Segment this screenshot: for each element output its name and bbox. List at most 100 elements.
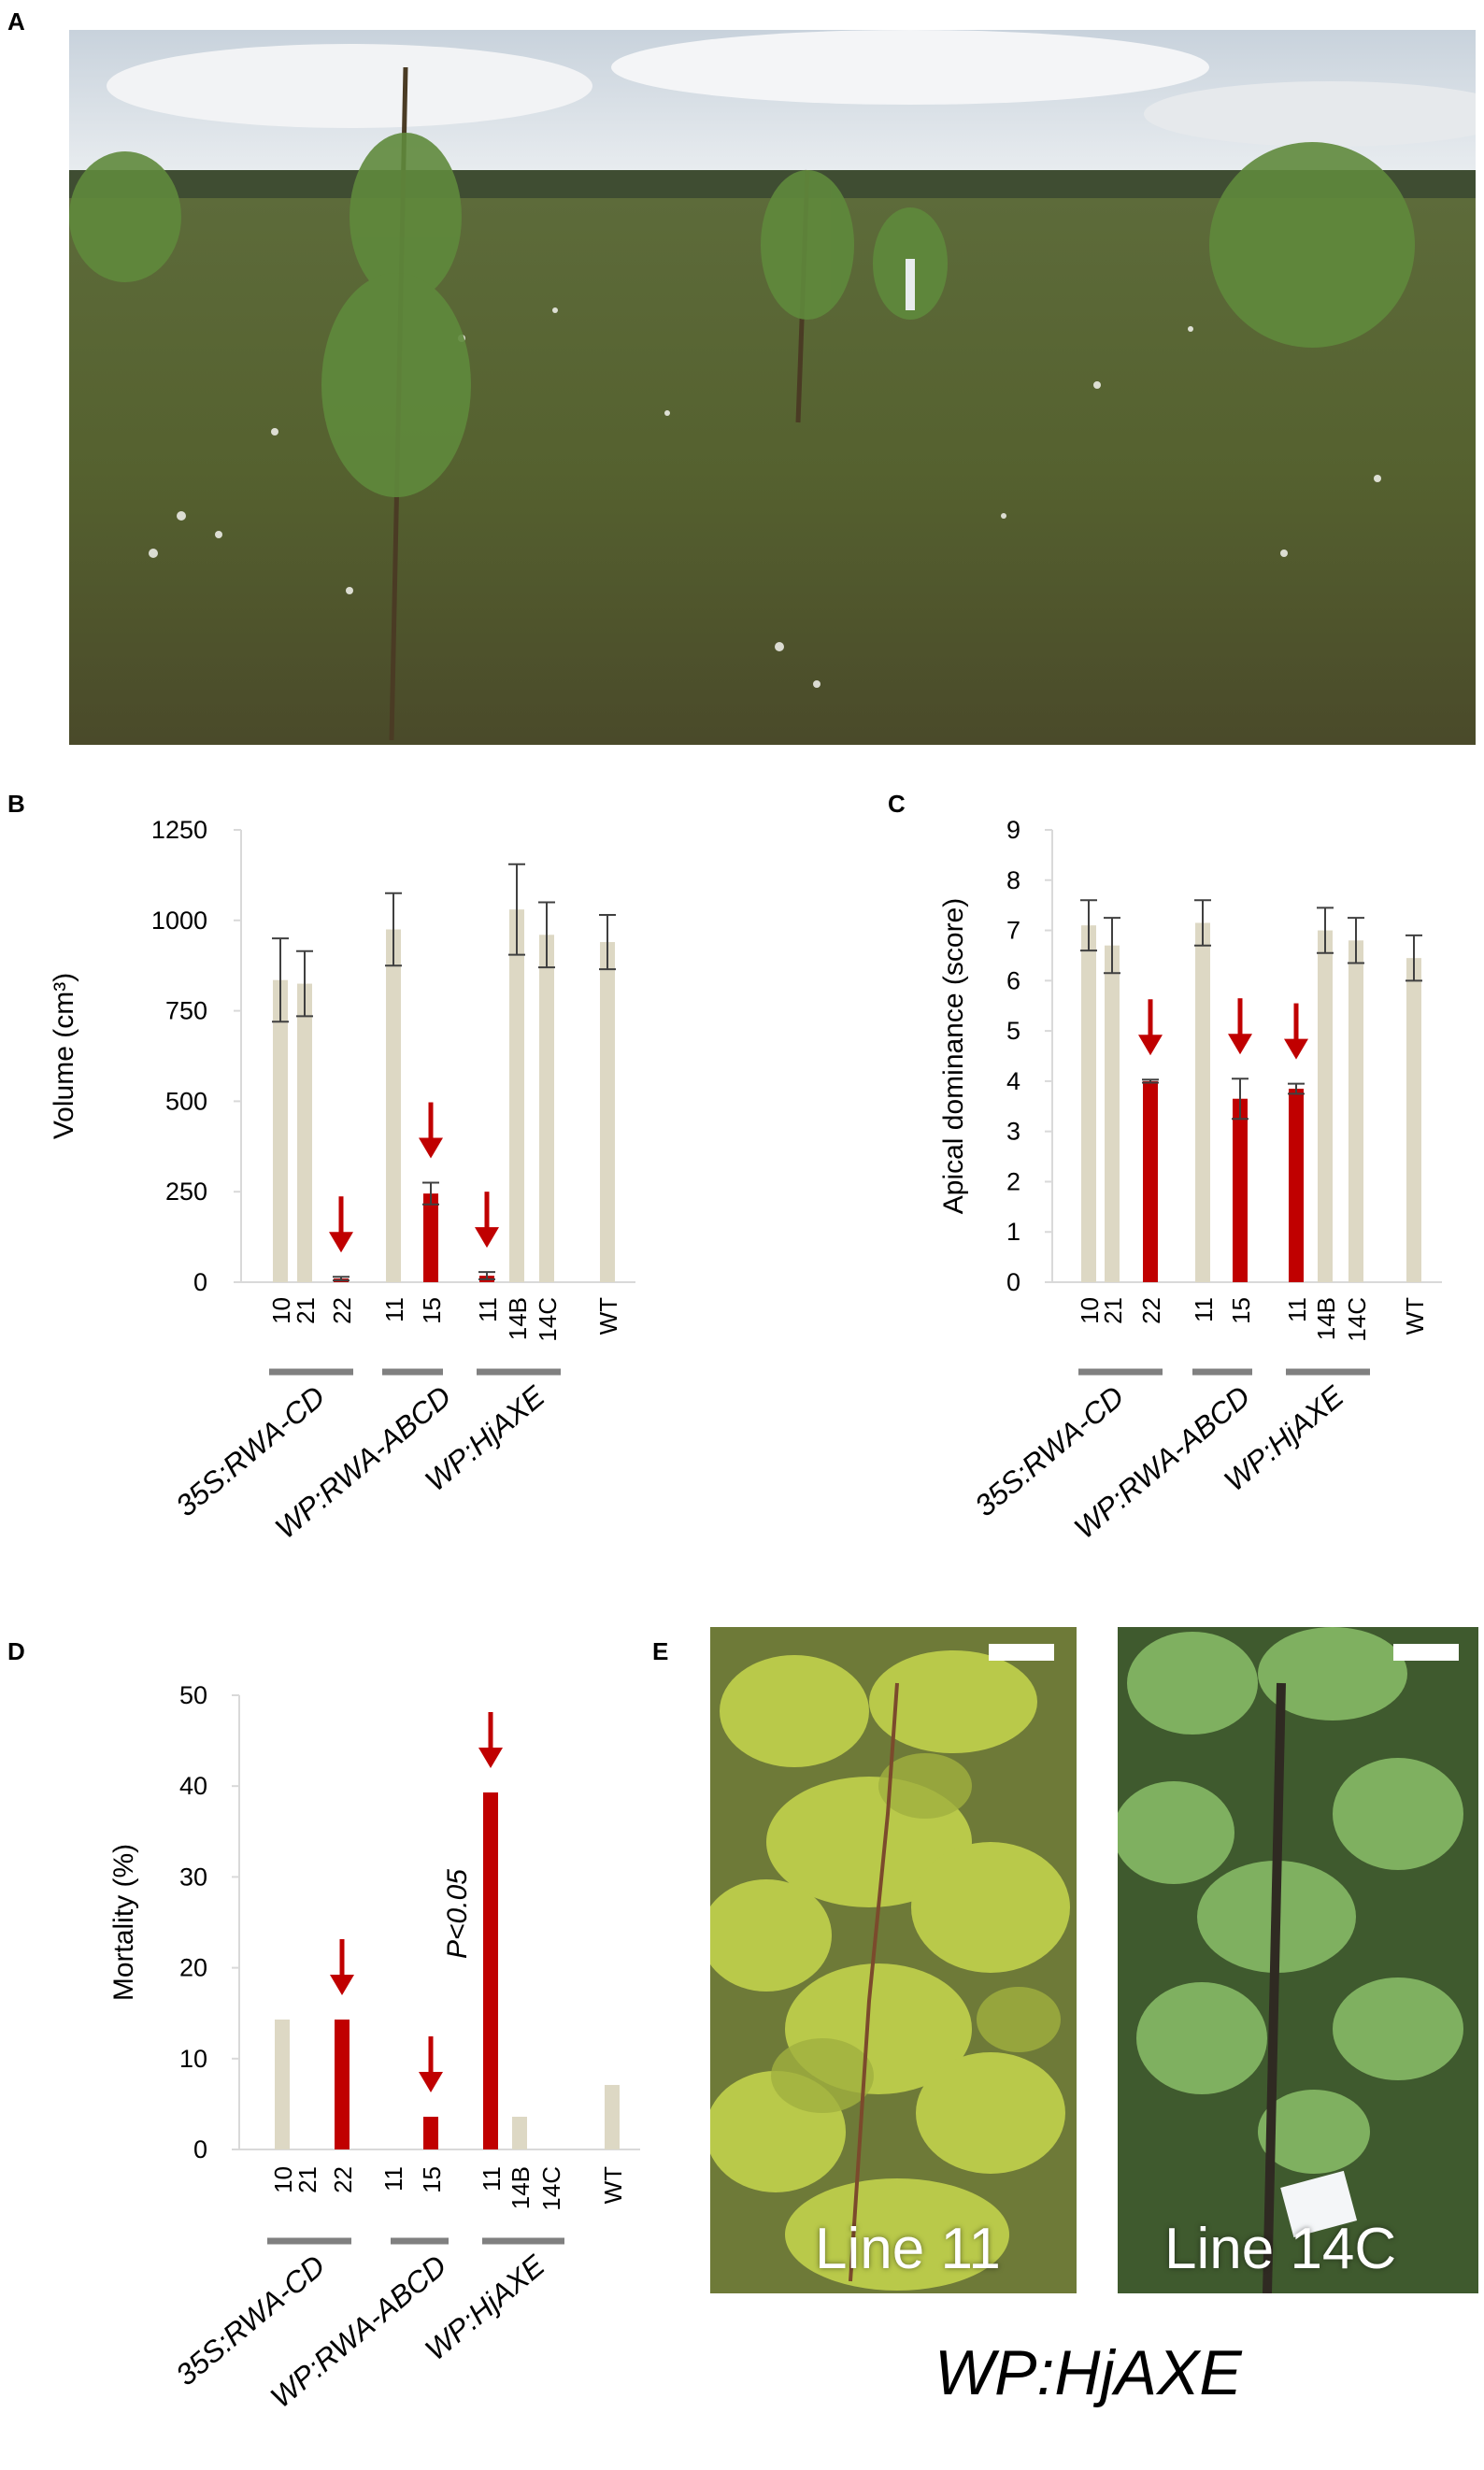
- red-arrow-head: [419, 2072, 443, 2093]
- bar-d-10: [275, 2020, 290, 2149]
- red-arrow-icon: [475, 1192, 499, 1249]
- y-tick-label-c: 5: [1006, 1017, 1020, 1045]
- line-14c-photo: Line 14C: [1118, 1627, 1478, 2293]
- x-tick-label-c-15: 15: [1227, 1297, 1255, 1324]
- line-14c-leaves: [1118, 1627, 1478, 2293]
- bar-b-10: [273, 979, 288, 1282]
- line-14c-label: Line 14C: [1164, 2217, 1397, 2281]
- x-tick-label-c-14B: 14B: [1312, 1297, 1340, 1340]
- y-axis-title-d: Mortality (%): [108, 1844, 139, 2001]
- y-tick-label-c: 2: [1006, 1167, 1020, 1195]
- bar-c-14B: [1318, 930, 1333, 1282]
- line-11-label: Line 11: [815, 2217, 1001, 2281]
- x-tick-label-d-WT: WT: [599, 2166, 627, 2205]
- bar-d-15: [423, 2117, 438, 2149]
- x-tick-label-b-14B: 14B: [504, 1297, 532, 1340]
- bar-c-21: [1105, 945, 1120, 1282]
- bar-b-14C: [539, 935, 554, 1282]
- bar-b-WT: [600, 942, 615, 1282]
- red-arrow-icon: [419, 1102, 443, 1159]
- y-tick-label-c: 3: [1006, 1118, 1020, 1146]
- bar-d-WT: [605, 2084, 620, 2149]
- red-arrow-icon: [419, 2036, 443, 2093]
- panel-b-letter: B: [7, 790, 25, 818]
- x-tick-label-d-11: 11: [478, 2166, 506, 2192]
- y-tick-label-d: 10: [179, 2045, 207, 2073]
- bar-c-10: [1081, 925, 1096, 1282]
- bar-b-15: [423, 1193, 438, 1282]
- significance-annotation: P<0.05: [442, 1869, 473, 1959]
- bar-c-WT: [1406, 958, 1421, 1282]
- x-tick-label-d-11: 11: [379, 2166, 407, 2192]
- x-tick-label-b-WT: WT: [594, 1297, 622, 1335]
- y-tick-label-b: 0: [193, 1268, 207, 1296]
- bar-b-21: [297, 983, 312, 1282]
- x-tick-label-b-10: 10: [267, 1297, 295, 1324]
- y-axis-title-c: Apical dominance (score): [938, 898, 969, 1214]
- bar-c-11: [1289, 1088, 1304, 1282]
- x-tick-label-d-22: 22: [329, 2166, 357, 2193]
- bar-c-22: [1143, 1080, 1158, 1282]
- x-tick-label-d-14C: 14C: [537, 2166, 565, 2211]
- y-tick-label-c: 1: [1006, 1218, 1020, 1246]
- y-tick-label-d: 30: [179, 1863, 207, 1891]
- x-tick-label-c-WT: WT: [1401, 1297, 1429, 1335]
- x-tick-label-b-14C: 14C: [534, 1297, 562, 1342]
- red-arrow-icon: [1138, 999, 1163, 1056]
- x-tick-label-b-11: 11: [380, 1297, 408, 1322]
- x-tick-label-d-21: 21: [293, 2166, 321, 2193]
- scale-bar-right: [1393, 1644, 1459, 1661]
- red-arrow-icon: [1228, 998, 1252, 1055]
- x-tick-label-c-10: 10: [1076, 1297, 1104, 1324]
- x-tick-label-b-21: 21: [292, 1297, 320, 1324]
- y-tick-label-b: 750: [165, 997, 207, 1025]
- x-tick-label-d-14B: 14B: [507, 2166, 535, 2209]
- panel-e-letter: E: [652, 1637, 669, 1665]
- bar-b-14B: [509, 909, 524, 1282]
- bar-b-11: [386, 929, 401, 1282]
- line-11-leaves: [710, 1627, 1077, 2293]
- y-tick-label-c: 0: [1006, 1268, 1020, 1296]
- red-arrow-icon: [329, 1196, 353, 1253]
- red-arrow-head: [330, 1975, 354, 1996]
- wp-hjaxe-caption: WP:HjAXE: [935, 2337, 1242, 2408]
- y-tick-label-d: 50: [179, 1681, 207, 1709]
- x-tick-label-c-21: 21: [1099, 1297, 1127, 1324]
- scale-bar-left: [989, 1644, 1054, 1661]
- y-tick-label-d: 20: [179, 1954, 207, 1982]
- x-tick-label-b-15: 15: [418, 1297, 446, 1324]
- bar-c-11: [1195, 922, 1210, 1282]
- panel-a-letter: A: [7, 7, 25, 36]
- y-tick-label-c: 6: [1006, 966, 1020, 994]
- y-tick-label-d: 40: [179, 1772, 207, 1800]
- y-tick-label-c: 9: [1006, 816, 1020, 844]
- x-tick-label-d-15: 15: [418, 2166, 446, 2193]
- x-tick-label-c-22: 22: [1137, 1297, 1165, 1324]
- bar-c-15: [1233, 1098, 1248, 1282]
- x-tick-label-b-11: 11: [474, 1297, 502, 1322]
- bar-d-22: [335, 2020, 350, 2149]
- field-trial-photo: [69, 30, 1476, 745]
- red-arrow-head: [1284, 1038, 1308, 1060]
- y-tick-label-b: 250: [165, 1178, 207, 1206]
- bar-d-11: [483, 1792, 498, 2149]
- red-arrow-head: [329, 1232, 353, 1253]
- bar-d-14B: [512, 2117, 527, 2149]
- red-arrow-head: [1228, 1034, 1252, 1055]
- field-trial-scene: [69, 30, 1476, 745]
- red-arrow-head: [419, 1137, 443, 1159]
- y-tick-label-c: 4: [1006, 1067, 1020, 1095]
- line-11-photo: Line 11: [710, 1627, 1077, 2293]
- red-arrow-head: [478, 1748, 503, 1769]
- bar-c-14C: [1348, 940, 1363, 1282]
- y-tick-label-b: 1250: [151, 816, 207, 844]
- x-tick-label-d-10: 10: [269, 2166, 297, 2193]
- x-tick-label-c-14C: 14C: [1343, 1297, 1371, 1342]
- panel-c-letter: C: [888, 790, 906, 818]
- y-tick-label-d: 0: [193, 2135, 207, 2163]
- y-tick-label-c: 8: [1006, 866, 1020, 894]
- red-arrow-icon: [330, 1939, 354, 1996]
- x-tick-label-c-11: 11: [1283, 1297, 1311, 1322]
- red-arrow-head: [1138, 1035, 1163, 1056]
